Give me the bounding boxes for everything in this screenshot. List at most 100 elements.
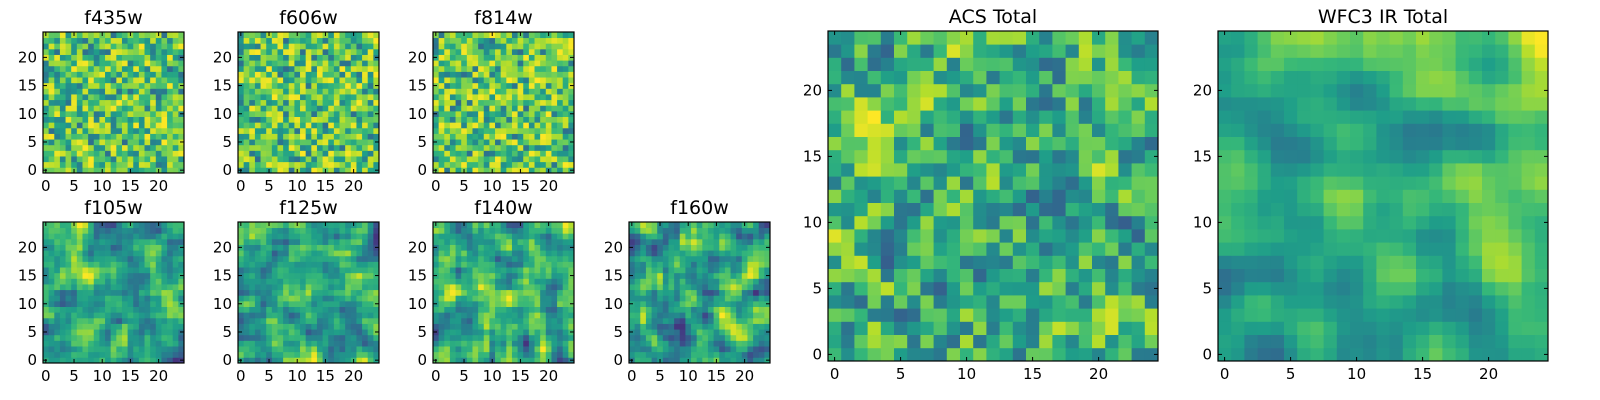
heatmap-cell: [260, 284, 267, 291]
heatmap-cell: [461, 300, 468, 307]
heatmap-cell: [657, 284, 664, 291]
heatmap-cell: [294, 300, 301, 307]
heatmap-cell: [478, 144, 485, 151]
heatmap-cell: [455, 122, 462, 129]
heatmap-cell: [155, 127, 162, 134]
heatmap-cell: [841, 163, 855, 177]
heatmap-cell: [133, 238, 140, 245]
heatmap-cell: [880, 229, 895, 243]
heatmap-cell: [339, 60, 346, 67]
heatmap-cell: [551, 167, 558, 174]
heatmap-cell: [48, 329, 55, 336]
heatmap-cell: [495, 278, 502, 285]
heatmap-cell: [316, 255, 323, 262]
heatmap-cell: [557, 77, 564, 84]
heatmap-cell: [150, 167, 157, 174]
heatmap-cell: [144, 334, 151, 341]
heatmap-cell: [707, 238, 714, 245]
heatmap-cell: [328, 167, 335, 174]
heatmap-cell: [828, 176, 842, 190]
heatmap-cell: [946, 308, 961, 322]
heatmap-cell: [93, 351, 100, 358]
heatmap-cell: [43, 289, 50, 296]
heatmap-cell: [495, 94, 502, 101]
heatmap-cell: [76, 227, 83, 234]
heatmap-cell: [305, 43, 312, 50]
heatmap-cell: [116, 167, 123, 174]
heatmap-cell: [758, 272, 765, 279]
heatmap-cell: [243, 167, 250, 174]
heatmap-cell: [93, 71, 100, 78]
heatmap-cell: [373, 317, 380, 324]
heatmap-cell: [294, 43, 301, 50]
heatmap-cell: [127, 122, 134, 129]
heatmap-cell: [243, 250, 250, 257]
heatmap-cell: [144, 110, 151, 117]
heatmap-cell: [339, 43, 346, 50]
heatmap-cell: [629, 317, 636, 324]
heatmap-cell: [339, 267, 346, 274]
heatmap-cell: [736, 340, 743, 347]
heatmap-cell: [867, 308, 882, 322]
heatmap-cell: [121, 267, 128, 274]
heatmap-cell: [523, 156, 530, 163]
heatmap-cell: [483, 244, 490, 251]
heatmap-cell: [48, 94, 55, 101]
heatmap-cell: [867, 176, 882, 190]
heatmap-cell: [747, 261, 754, 268]
heatmap-cell: [489, 317, 496, 324]
heatmap-cell: [500, 351, 507, 358]
heatmap-cell: [167, 133, 174, 140]
heatmap-cell: [294, 161, 301, 168]
heatmap-cell: [294, 289, 301, 296]
heatmap-cell: [300, 150, 307, 157]
heatmap-cell: [161, 48, 168, 55]
heatmap-cell: [1131, 215, 1146, 230]
heatmap-cell: [1065, 321, 1080, 335]
heatmap-cell: [933, 321, 948, 335]
heatmap-cell: [933, 281, 948, 296]
heatmap-cell: [568, 323, 575, 330]
heatmap-cell: [747, 238, 754, 245]
heatmap-cell: [668, 351, 675, 358]
heatmap-cell: [747, 340, 754, 347]
heatmap-cell: [511, 37, 518, 44]
heatmap-cell: [76, 133, 83, 140]
heatmap-cell: [155, 323, 162, 330]
heatmap-cell: [76, 272, 83, 279]
heatmap-cell: [455, 306, 462, 313]
heatmap-cell: [696, 250, 703, 257]
heatmap-cell: [557, 278, 564, 285]
heatmap-cell: [444, 250, 451, 257]
heatmap-cell: [82, 323, 89, 330]
heatmap-cell: [93, 261, 100, 268]
heatmap-cell: [651, 233, 658, 240]
heatmap-cell: [466, 82, 473, 89]
heatmap-cell: [172, 357, 179, 364]
heatmap-cell: [657, 267, 664, 274]
heatmap-cell: [651, 289, 658, 296]
heatmap-cell: [741, 250, 748, 257]
heatmap-cell: [511, 43, 518, 50]
heatmap-cell: [254, 255, 261, 262]
heatmap-cell: [121, 233, 128, 240]
heatmap-cell: [305, 71, 312, 78]
heatmap-cell: [562, 43, 569, 50]
heatmap-cell: [444, 357, 451, 364]
heatmap-cell: [367, 295, 374, 302]
heatmap-cell: [155, 161, 162, 168]
heatmap-cell: [534, 88, 541, 95]
heatmap-cell: [645, 306, 652, 313]
heatmap-cell: [48, 99, 55, 106]
heatmap-cell: [489, 284, 496, 291]
heatmap-cell: [311, 250, 318, 257]
heatmap-cell: [345, 71, 352, 78]
heatmap-cell: [316, 139, 323, 146]
heatmap-cell: [88, 323, 95, 330]
heatmap-cell: [534, 54, 541, 61]
heatmap-cell: [523, 289, 530, 296]
heatmap-cell: [511, 116, 518, 123]
heatmap-cell: [150, 340, 157, 347]
heatmap-cell: [93, 250, 100, 257]
heatmap-cell: [973, 242, 987, 256]
